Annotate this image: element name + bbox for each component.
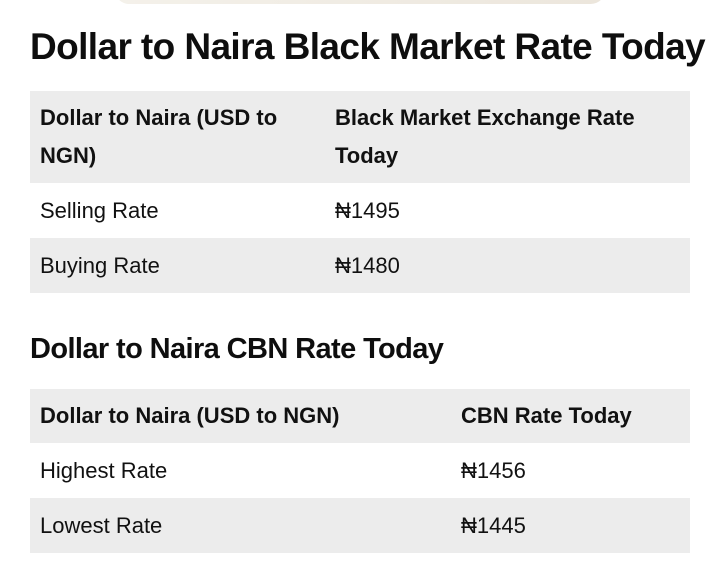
header-rate: Black Market Exchange Rate Today [335, 105, 635, 168]
table-header-row: Dollar to Naira (USD to NGN) Black Marke… [30, 91, 690, 183]
row-label: Selling Rate [40, 197, 159, 223]
top-image-edge [115, 0, 605, 4]
header-pair: Dollar to Naira (USD to NGN) [40, 403, 340, 428]
row-label: Buying Rate [40, 252, 160, 278]
header-pair: Dollar to Naira (USD to NGN) [40, 105, 278, 168]
row-value: ₦1456 [461, 457, 526, 483]
header-rate: CBN Rate Today [461, 403, 632, 428]
row-value: ₦1445 [461, 512, 526, 538]
row-label: Highest Rate [40, 457, 168, 483]
table-row: Buying Rate ₦1480 [30, 238, 690, 293]
row-value: ₦1495 [335, 197, 400, 223]
table-row: Selling Rate ₦1495 [30, 183, 690, 238]
table-header-row: Dollar to Naira (USD to NGN) CBN Rate To… [30, 389, 690, 443]
cbn-rate-table: Dollar to Naira (USD to NGN) CBN Rate To… [30, 389, 690, 553]
table-row: Highest Rate ₦1456 [30, 443, 690, 498]
table-row: Lowest Rate ₦1445 [30, 498, 690, 553]
row-value: ₦1480 [335, 252, 400, 278]
cbn-rate-heading: Dollar to Naira CBN Rate Today [30, 333, 444, 365]
black-market-rate-table: Dollar to Naira (USD to NGN) Black Marke… [30, 91, 690, 293]
row-label: Lowest Rate [40, 512, 163, 538]
black-market-heading: Dollar to Naira Black Market Rate Today [30, 26, 706, 67]
